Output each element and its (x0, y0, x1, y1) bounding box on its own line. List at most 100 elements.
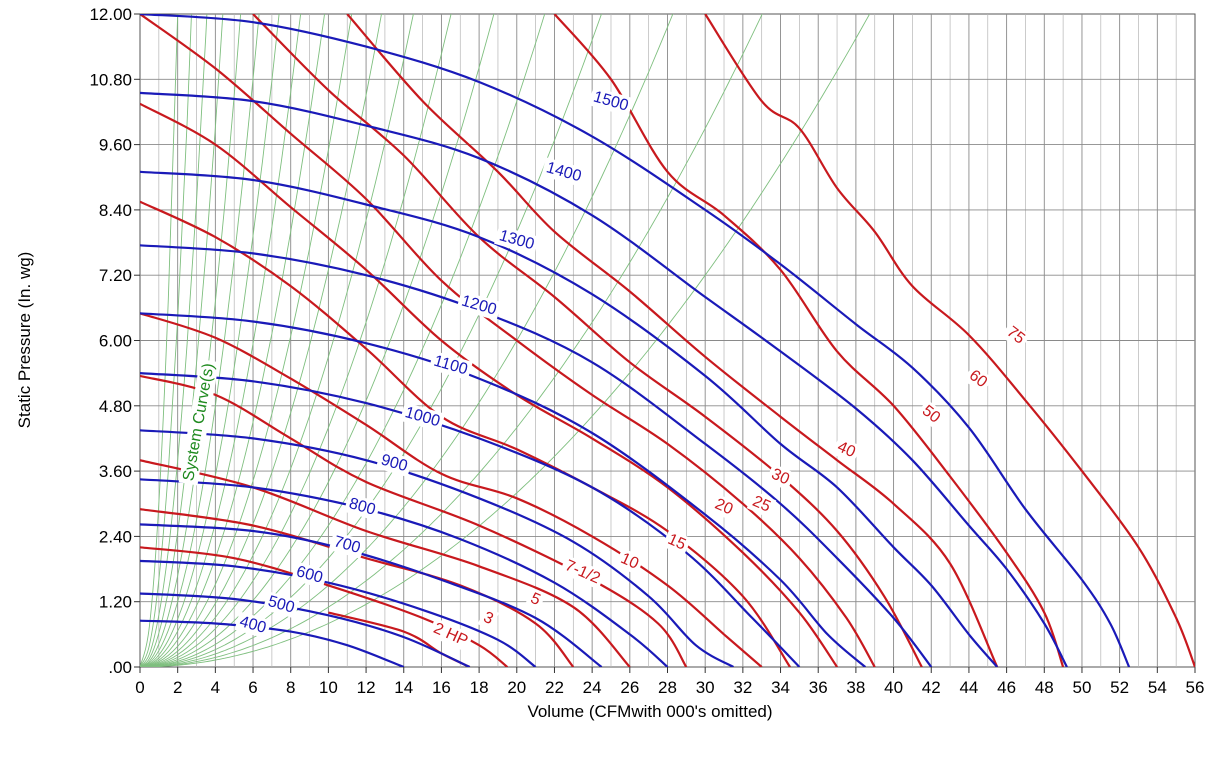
hp-label-bg (765, 463, 796, 491)
rpm-curves (140, 14, 1131, 667)
hp-label-bg (477, 606, 500, 631)
x-tick-label: 40 (884, 678, 903, 697)
rpm-label-bg (456, 290, 502, 321)
x-tick-label: 22 (545, 678, 564, 697)
rpm-label-text: 700 (332, 533, 362, 557)
hp-label-bg (614, 547, 645, 575)
hp-label-bg (962, 364, 994, 394)
x-tick-label: 44 (959, 678, 978, 697)
rpm-curve-line (140, 478, 669, 667)
y-tick-label: 2.40 (99, 527, 132, 546)
y-axis-label: Static Pressure (In. wg) (15, 252, 34, 429)
y-tick-label: .00 (108, 658, 132, 677)
y-tick-label: 3.60 (99, 462, 132, 481)
rpm-label: 600 (291, 561, 328, 589)
rpm-label-bg (262, 591, 300, 619)
rpm-curve-line (140, 244, 933, 667)
hp-label-bg (746, 490, 777, 518)
x-tick-label: 0 (135, 678, 144, 697)
x-tick-label: 28 (658, 678, 677, 697)
rpm-label-bg (291, 561, 328, 589)
x-tick-label: 6 (248, 678, 257, 697)
hp-label-bg (915, 399, 947, 430)
hp-label: 40 (831, 436, 862, 464)
hp-label-bg (524, 587, 547, 612)
system-curve-line (140, 14, 208, 667)
rpm-label-text: 500 (266, 593, 296, 617)
x-tick-label: 14 (394, 678, 413, 697)
rpm-curve-line (140, 523, 603, 667)
system-curve-line (140, 14, 179, 667)
rpm-label-bg (234, 611, 272, 639)
y-tick-label: 8.40 (99, 201, 132, 220)
hp-label: 2 HP (427, 617, 474, 652)
system-curve-line (140, 14, 495, 667)
x-axis-label: Volume (CFMwith 000's omitted) (527, 702, 772, 721)
hp-label-text: 15 (665, 531, 688, 554)
hp-label-text: 30 (769, 466, 792, 489)
hp-label: 30 (765, 463, 796, 491)
system-curve-line (140, 14, 674, 667)
x-tick-label: 54 (1148, 678, 1167, 697)
x-tick-label: 8 (286, 678, 295, 697)
rpm-label-text: 800 (347, 495, 377, 519)
x-tick-label: 18 (470, 678, 489, 697)
rpm-label: 800 (343, 493, 381, 521)
hp-label: 10 (614, 547, 645, 575)
rpm-label-text: 900 (379, 452, 409, 476)
hp-curve-line (140, 459, 631, 667)
rpm-label-bg (343, 493, 381, 521)
hp-curve-line (140, 546, 509, 667)
rpm-label: 500 (262, 591, 300, 619)
x-tick-label: 56 (1186, 678, 1205, 697)
hp-label-bg (1000, 320, 1031, 351)
rpm-curve-line (140, 312, 867, 667)
x-tick-label: 32 (733, 678, 752, 697)
x-axis-ticks: 0 2 4 6 8 10 12 14 16 18 20 22 24 26 28 30 32 34 36 38 40 42 4… (135, 667, 1204, 697)
hp-curve-line (140, 14, 876, 667)
hp-curve-line (704, 14, 1195, 667)
x-tick-label: 26 (620, 678, 639, 697)
system-curve-line (140, 14, 763, 667)
system-curve-line (140, 14, 326, 667)
system-curve-line (140, 14, 280, 667)
hp-curve-line (553, 14, 1065, 667)
hp-label-text: 20 (712, 496, 735, 519)
x-tick-label: 52 (1110, 678, 1129, 697)
rpm-label-bg (494, 225, 540, 256)
x-tick-label: 2 (173, 678, 182, 697)
hp-label-bg (427, 617, 474, 652)
x-tick-label: 42 (922, 678, 941, 697)
y-axis-ticks: .00 1.20 2.40 3.60 4.80 6.00 7.20 8.40 9.60 10.80… (89, 5, 140, 677)
rpm-curve-line (140, 592, 471, 667)
y-tick-label: 6.00 (99, 332, 132, 351)
y-tick-label: 10.80 (89, 70, 132, 89)
system-curve-line (140, 14, 871, 667)
x-tick-label: 20 (507, 678, 526, 697)
rpm-curve-line (140, 170, 999, 667)
system-curve-line (140, 14, 546, 667)
system-curve-line (140, 14, 260, 667)
system-curve-line (140, 14, 602, 667)
rpm-label: 700 (328, 531, 366, 559)
system-curve-line (140, 14, 192, 667)
system-curve-line (140, 14, 353, 667)
hp-label-bg (559, 554, 606, 590)
rpm-label-text: 400 (238, 613, 268, 637)
rpm-curve-line (140, 91, 1068, 667)
hp-label-text: 10 (618, 550, 641, 573)
rpm-label: 400 (234, 611, 272, 639)
x-tick-label: 46 (997, 678, 1016, 697)
x-tick-label: 10 (319, 678, 338, 697)
rpm-curve-line (140, 619, 405, 667)
hp-curve-line (140, 200, 791, 667)
rpm-curve-line (140, 559, 537, 667)
hp-label: 3 (477, 606, 500, 631)
rpm-label-bg (328, 531, 366, 559)
rpm-curve-line (140, 14, 1131, 667)
x-tick-label: 36 (809, 678, 828, 697)
rpm-curve-line (140, 429, 734, 667)
hp-curve-line (140, 312, 763, 667)
x-tick-label: 12 (357, 678, 376, 697)
